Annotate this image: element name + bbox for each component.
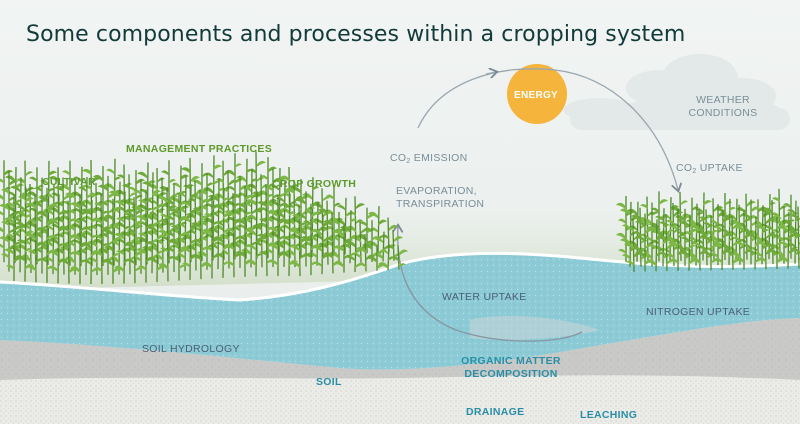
soil-hydrology-label: SOIL HYDROLOGY bbox=[142, 343, 240, 355]
corn-plant-icon bbox=[778, 211, 797, 269]
corn-plant-icon bbox=[4, 193, 23, 281]
evaporation-transpiration-label: EVAPORATION, TRANSPIRATION bbox=[396, 185, 484, 211]
water-cycle-arrow bbox=[398, 226, 583, 342]
corn-plant-icon bbox=[235, 185, 254, 277]
corn-plant-icon bbox=[213, 187, 232, 278]
corn-plant-icon bbox=[125, 197, 144, 284]
page-title: Some components and processes within a c… bbox=[26, 22, 686, 47]
corn-plant-icon bbox=[657, 214, 676, 272]
corn-plant-icon bbox=[92, 192, 111, 284]
co2-cycle-arrow bbox=[417, 68, 678, 190]
cultivar-label: CULTIVAR bbox=[42, 176, 96, 188]
transpiration-line: TRANSPIRATION bbox=[396, 198, 485, 210]
co2-uptake-text: UPTAKE bbox=[696, 162, 743, 174]
organic-matter-label: ORGANIC MATTER DECOMPOSITION bbox=[456, 355, 566, 381]
co2-uptake-sub: 2 bbox=[692, 168, 697, 175]
corn-plant-icon bbox=[368, 206, 387, 253]
cloud-shape bbox=[564, 54, 790, 130]
evaporation-line: EVAPORATION, bbox=[396, 185, 477, 197]
energy-label: ENERGY bbox=[514, 90, 559, 101]
leaching-label: LEACHING bbox=[580, 409, 638, 421]
management-practices-label: MANAGEMENT PRACTICES bbox=[126, 143, 273, 155]
corn-plant-icon bbox=[386, 230, 403, 261]
corn-plant-icon bbox=[391, 245, 408, 270]
co2-emission-label: CO2 EMISSION bbox=[390, 152, 468, 168]
drainage-label: DRAINAGE bbox=[466, 406, 525, 418]
crop-growth-label: CROP GROWTH bbox=[272, 178, 357, 190]
corn-plant-icon bbox=[679, 214, 698, 271]
soil-label: SOIL bbox=[316, 376, 342, 388]
corn-plant-icon bbox=[701, 215, 720, 271]
organic-line-2: DECOMPOSITION bbox=[464, 368, 558, 380]
crop-field-right bbox=[616, 188, 800, 272]
corn-plant-icon bbox=[312, 214, 331, 275]
co2-uptake-label: CO2 UPTAKE bbox=[676, 162, 743, 178]
corn-plant-icon bbox=[158, 187, 177, 282]
corn-plant-icon bbox=[114, 191, 133, 284]
co2-emission-text: EMISSION bbox=[410, 152, 468, 164]
corn-plant-icon bbox=[279, 193, 298, 277]
co2-uptake-chem: CO bbox=[676, 162, 693, 174]
corn-plant-icon bbox=[345, 235, 364, 272]
organic-line-1: ORGANIC MATTER bbox=[461, 355, 561, 367]
sun-icon bbox=[507, 64, 567, 124]
weather-line-1: WEATHER bbox=[696, 94, 750, 106]
weather-line-2: CONDITIONS bbox=[688, 107, 758, 119]
co2-emission-sub: 2 bbox=[406, 158, 411, 165]
corn-plant-icon bbox=[668, 208, 687, 271]
weather-conditions-label: WEATHER CONDITIONS bbox=[678, 94, 768, 120]
corn-plant-icon bbox=[191, 190, 210, 280]
water-uptake-label: WATER UPTAKE bbox=[442, 291, 527, 303]
nitrogen-uptake-label: NITROGEN UPTAKE bbox=[646, 306, 751, 318]
crop-field-left bbox=[0, 151, 408, 285]
corn-plant-icon bbox=[103, 198, 122, 284]
corn-plant-icon bbox=[789, 206, 800, 269]
corn-plant-icon bbox=[246, 191, 265, 277]
corn-plant-icon bbox=[734, 210, 753, 270]
corn-plant-icon bbox=[323, 213, 342, 274]
co2-emission-chem: CO bbox=[390, 152, 407, 164]
